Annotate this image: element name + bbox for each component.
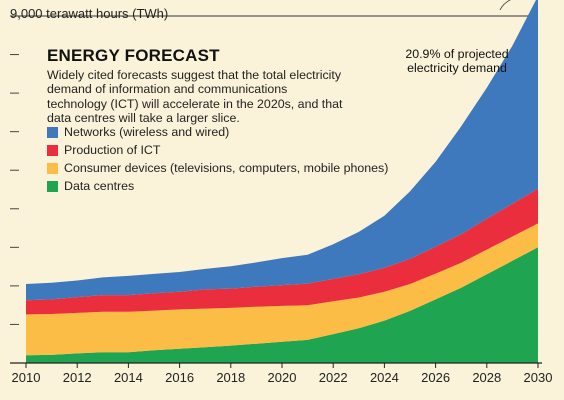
legend-label-consumer-devices: Consumer devices (televisions, computers… [64,161,389,175]
legend-swatch-data-centres [47,180,58,192]
area-networks [26,0,538,301]
legend-swatch-networks [47,126,58,138]
legend-label-production: Production of ICT [64,143,161,157]
x-tick-label-2014: 2014 [114,370,143,385]
annotation-leader [499,0,512,11]
chart-description: Widely cited forecasts suggest that the … [47,68,343,125]
legend-swatch-consumer-devices [47,162,58,174]
area-production [26,188,538,315]
x-tick-label-2020: 2020 [268,370,297,385]
legend: Networks (wireless and wired) Production… [47,123,388,195]
legend-label-networks: Networks (wireless and wired) [64,125,230,139]
legend-item-production: Production of ICT [47,141,388,159]
chart-headline: ENERGY FORECAST [47,46,220,65]
x-tick-label-2022: 2022 [319,370,348,385]
legend-label-data-centres: Data centres [64,179,135,193]
legend-swatch-production [47,144,58,156]
legend-item-data-centres: Data centres [47,177,388,195]
legend-item-consumer-devices: Consumer devices (televisions, computers… [47,159,388,177]
y-axis-title: 9,000 terawatt hours (TWh) [10,6,169,21]
x-tick-label-2030: 2030 [524,370,553,385]
x-tick-label-2018: 2018 [216,370,245,385]
area-consumer [26,223,538,356]
x-tick-label-2026: 2026 [421,370,450,385]
area-data [26,247,538,363]
x-tick-label-2024: 2024 [370,370,399,385]
x-tick-label-2028: 2028 [472,370,501,385]
x-tick-label-2010: 2010 [12,370,41,385]
legend-item-networks: Networks (wireless and wired) [47,123,388,141]
x-tick-label-2016: 2016 [165,370,194,385]
annotation-label: 20.9% of projected electricity demand [405,47,509,75]
x-tick-label-2012: 2012 [63,370,92,385]
